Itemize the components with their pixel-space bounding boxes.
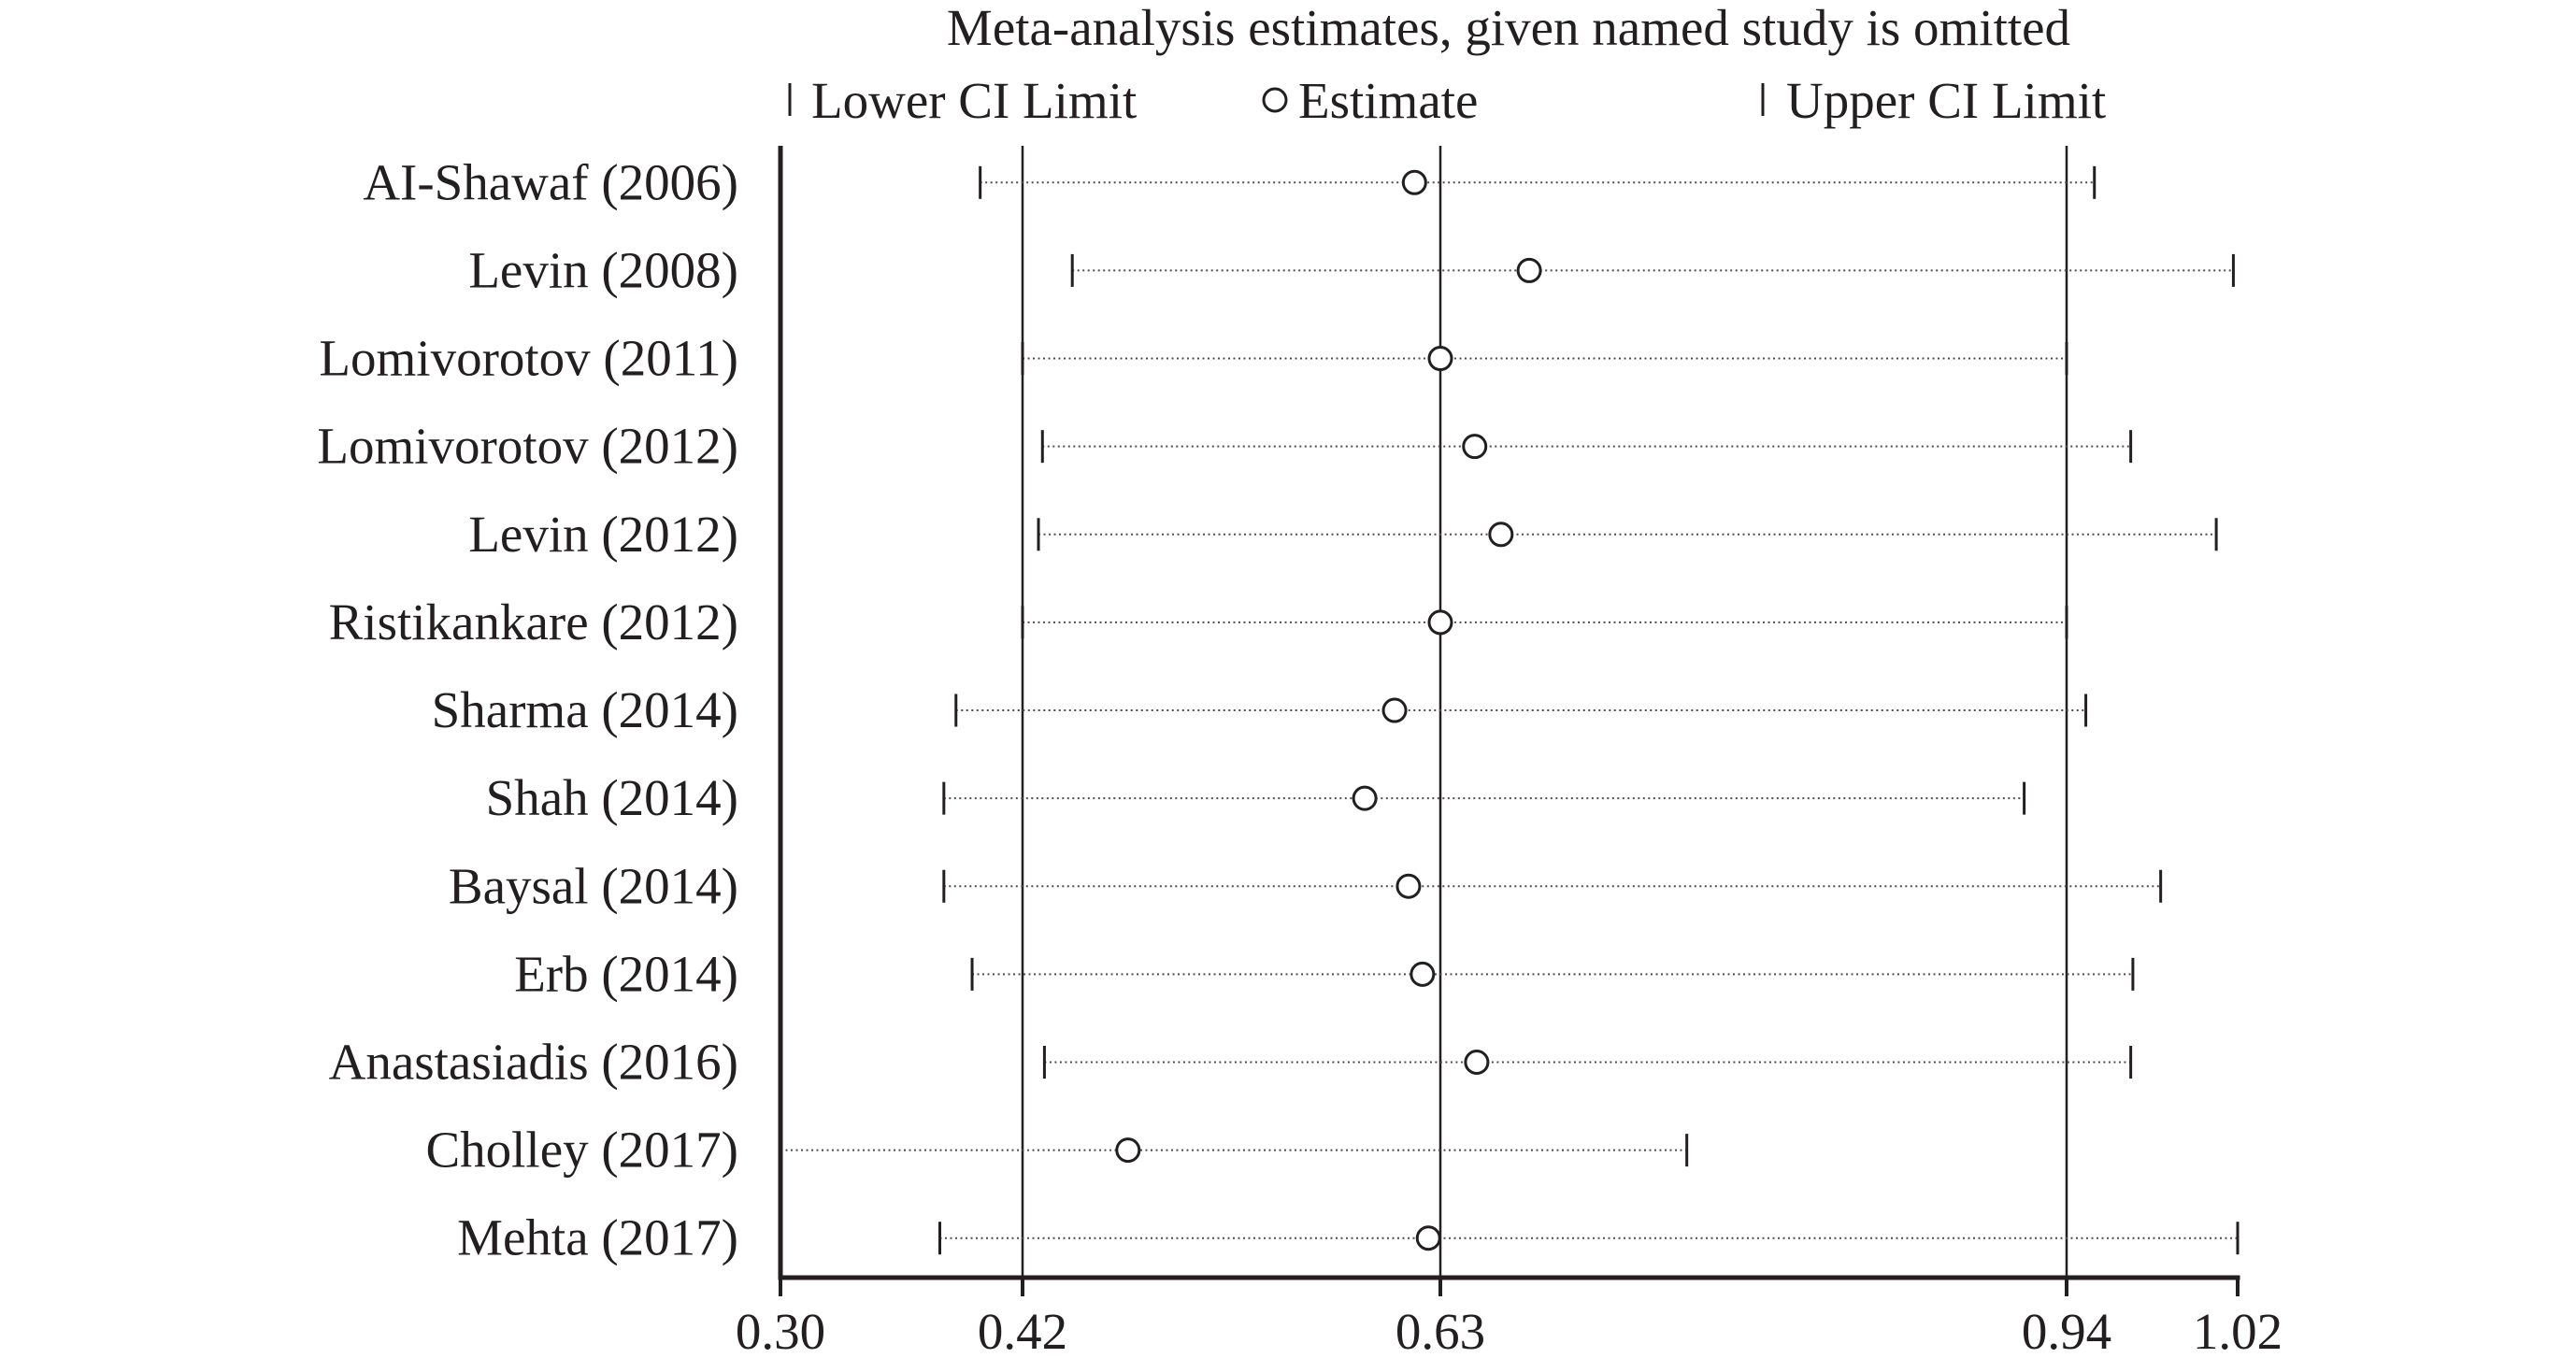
study-row: Cholley (2017) bbox=[425, 1122, 1689, 1179]
study-label: Levin (2008) bbox=[468, 241, 738, 298]
study-label: Levin (2012) bbox=[468, 506, 738, 563]
chart-title: Meta-analysis estimates, given named stu… bbox=[947, 0, 2070, 56]
estimate-marker bbox=[1427, 346, 1453, 372]
study-label: Lomivorotov (2012) bbox=[317, 418, 738, 475]
study-label: Cholley (2017) bbox=[425, 1122, 738, 1179]
study-row: Levin (2012) bbox=[468, 506, 2218, 563]
study-row: Baysal (2014) bbox=[449, 857, 2163, 914]
study-label: Lomivorotov (2011) bbox=[319, 330, 738, 387]
legend-estimate-label: Estimate bbox=[1298, 72, 1478, 129]
estimate-marker bbox=[1516, 257, 1542, 283]
x-tick-label: 0.63 bbox=[1395, 1303, 1485, 1358]
study-row: Anastasiadis (2016) bbox=[329, 1034, 2133, 1091]
estimate-marker bbox=[1462, 434, 1488, 460]
study-label: Shah (2014) bbox=[486, 769, 738, 826]
legend-upper-ci-label: Upper CI Limit bbox=[1786, 72, 2106, 129]
estimate-marker bbox=[1395, 873, 1422, 899]
estimate-marker bbox=[1352, 785, 1378, 811]
study-label: Baysal (2014) bbox=[449, 857, 738, 914]
study-label: AI-Shawaf (2006) bbox=[363, 153, 738, 210]
estimate-marker bbox=[1488, 522, 1514, 548]
legend: Lower CI Limit Estimate Upper CI Limit bbox=[788, 72, 2106, 129]
study-row: Lomivorotov (2012) bbox=[317, 418, 2133, 475]
estimate-marker bbox=[1427, 609, 1453, 636]
estimate-marker bbox=[1115, 1137, 1141, 1164]
study-label: Erb (2014) bbox=[514, 945, 738, 1002]
study-label: Ristikankare (2012) bbox=[329, 593, 738, 650]
reference-lines bbox=[1021, 146, 2068, 1278]
axes: 0.30 0.42 0.63 0.94 1.02 bbox=[736, 146, 2283, 1358]
legend-estimate-symbol bbox=[1262, 87, 1288, 113]
study-label: Sharma (2014) bbox=[432, 681, 738, 738]
study-row: Shah (2014) bbox=[486, 769, 2026, 826]
study-row: AI-Shawaf (2006) bbox=[363, 153, 2097, 210]
estimate-marker bbox=[1401, 169, 1427, 195]
study-label: Anastasiadis (2016) bbox=[329, 1034, 738, 1091]
study-row: Lomivorotov (2011) bbox=[319, 330, 2068, 387]
estimate-marker bbox=[1415, 1225, 1441, 1251]
estimate-marker bbox=[1381, 697, 1408, 723]
legend-lower-ci-label: Lower CI Limit bbox=[811, 72, 1137, 129]
study-label: Mehta (2017) bbox=[457, 1209, 738, 1266]
x-tick-label: 0.42 bbox=[978, 1303, 1067, 1358]
x-tick-label: 1.02 bbox=[2193, 1303, 2283, 1358]
estimate-marker bbox=[1464, 1050, 1490, 1075]
study-row: Sharma (2014) bbox=[432, 681, 2088, 738]
estimate-marker bbox=[1410, 961, 1436, 987]
study-row: Ristikankare (2012) bbox=[329, 593, 2068, 650]
study-row: Erb (2014) bbox=[514, 945, 2135, 1002]
study-row: Mehta (2017) bbox=[457, 1209, 2240, 1266]
x-tick-label: 0.30 bbox=[736, 1303, 825, 1358]
x-tick-label: 0.94 bbox=[2022, 1303, 2111, 1358]
study-row: Levin (2008) bbox=[468, 241, 2235, 298]
study-rows: AI-Shawaf (2006) Levin (2008) Lomivorotov … bbox=[317, 153, 2240, 1266]
